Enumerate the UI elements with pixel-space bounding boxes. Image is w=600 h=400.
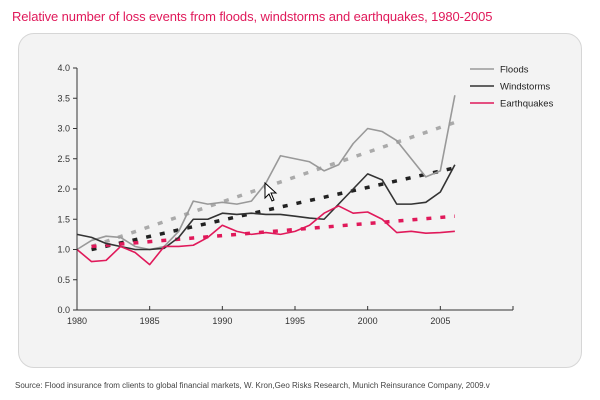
y-tick-label: 1.0 [57,245,70,255]
mouse-cursor-icon [264,181,278,202]
legend-label-floods: Floods [500,65,529,76]
series-lines [76,95,456,266]
series-line-earthquakes [76,205,455,266]
x-tick-label: 2005 [430,316,450,326]
series-line-floods [76,95,456,251]
y-tick-label: 3.5 [57,93,70,103]
y-tick-label: 1.5 [57,214,70,224]
legend-label-earthquakes: Earthquakes [500,99,554,110]
x-tick-label: 1985 [140,316,160,326]
x-tick-label: 2000 [358,316,378,326]
y-tick-label: 0.5 [57,275,70,285]
legend-label-windstorms: Windstorms [500,82,550,93]
series-line-windstorms [76,164,456,251]
x-tick-label: 1980 [67,316,87,326]
axes: 0.0 0.5 1.0 1.5 2.0 2.5 3.0 3.5 4.0 1980 1985 1990 1… [57,63,514,326]
x-tick-label: 1995 [285,316,305,326]
x-tick-label: 1990 [212,316,232,326]
trend-line-earthquakes [91,214,456,249]
legend: Floods Windstorms Earthquakes [470,65,554,110]
y-tick-label: 2.5 [57,154,70,164]
y-tick-label: 2.0 [57,184,70,194]
y-tick-label: 4.0 [57,63,70,73]
trend-line-windstorms [91,166,456,252]
chart-title: Relative number of loss events from floo… [12,9,493,24]
y-tick-label: 0.0 [57,305,70,315]
source-note: Source: Flood insurance from clients to … [15,381,490,390]
trend-line-floods [90,120,456,249]
y-tick-label: 3.0 [57,124,70,134]
trend-lines [90,120,456,252]
chart-panel [18,33,582,368]
